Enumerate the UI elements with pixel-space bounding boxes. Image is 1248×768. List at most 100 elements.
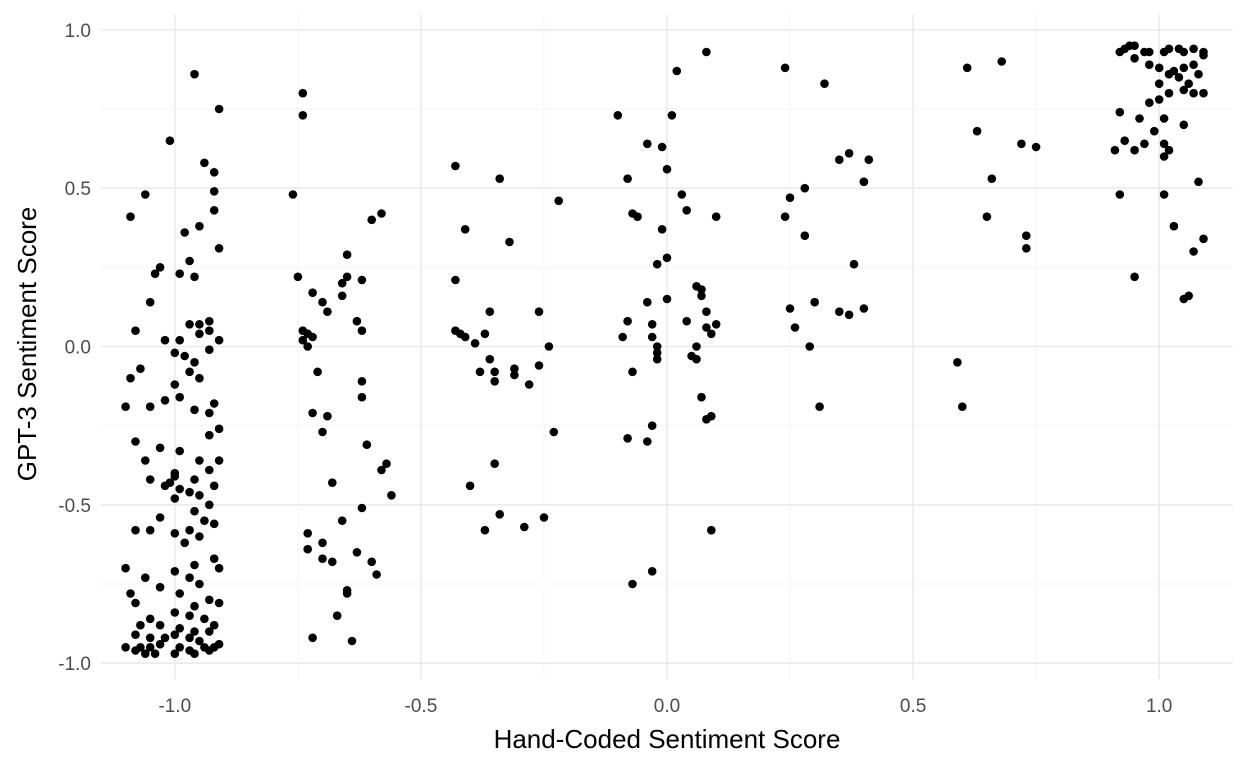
data-point — [209, 187, 219, 196]
data-point — [628, 367, 637, 377]
data-point — [155, 620, 165, 630]
data-point — [170, 567, 180, 576]
data-point — [1194, 177, 1203, 187]
data-point — [170, 630, 180, 639]
data-point — [293, 272, 303, 282]
data-point — [864, 155, 874, 164]
data-point — [209, 168, 219, 177]
data-point — [859, 177, 869, 187]
data-point — [657, 225, 667, 234]
data-point — [288, 190, 298, 199]
data-point — [1189, 60, 1198, 69]
data-point — [131, 326, 140, 336]
data-point — [205, 316, 214, 326]
data-point — [618, 332, 627, 342]
data-point — [790, 323, 800, 332]
data-point — [1199, 50, 1208, 60]
data-point — [136, 364, 145, 374]
data-point — [145, 633, 155, 643]
data-point — [131, 437, 140, 446]
data-point — [185, 633, 194, 643]
data-point — [667, 111, 677, 120]
data-point — [337, 278, 347, 288]
y-tick-label: -1.0 — [58, 654, 91, 675]
data-point — [155, 639, 165, 649]
data-point — [303, 529, 313, 538]
data-point — [170, 472, 180, 481]
data-point — [308, 633, 317, 643]
y-tick-label: -0.5 — [58, 496, 91, 517]
data-point — [141, 190, 150, 199]
data-point — [195, 532, 204, 541]
data-point — [702, 323, 711, 332]
data-point — [692, 342, 701, 351]
data-point — [195, 579, 204, 589]
data-point — [347, 636, 357, 646]
data-point — [185, 256, 194, 266]
data-point — [534, 307, 544, 317]
data-point — [145, 402, 155, 412]
data-point — [647, 421, 657, 431]
data-point — [377, 465, 386, 475]
data-point — [337, 291, 347, 301]
data-point — [214, 244, 224, 253]
data-point — [190, 405, 199, 415]
data-point — [623, 174, 632, 183]
data-point — [470, 339, 480, 348]
data-point — [490, 459, 500, 469]
data-point — [1164, 88, 1174, 98]
data-point — [490, 377, 500, 386]
data-point — [697, 291, 706, 301]
data-point — [126, 212, 135, 221]
data-point — [342, 586, 352, 595]
data-point — [859, 304, 869, 313]
data-point — [175, 589, 184, 598]
data-point — [1164, 44, 1174, 54]
data-point — [160, 633, 170, 643]
data-point — [800, 183, 810, 193]
data-point — [682, 206, 691, 215]
data-point — [318, 427, 327, 437]
data-point — [195, 456, 204, 465]
data-point — [357, 503, 367, 513]
data-point — [190, 475, 199, 484]
data-point — [711, 320, 721, 329]
data-point — [337, 516, 347, 525]
data-point — [342, 250, 352, 259]
data-point — [451, 161, 460, 171]
data-point — [844, 310, 854, 320]
data-point — [652, 354, 662, 364]
data-point — [145, 614, 155, 624]
data-point — [155, 263, 165, 272]
data-point — [170, 608, 180, 617]
data-point — [175, 484, 184, 494]
data-point — [155, 513, 165, 522]
data-point — [1184, 291, 1193, 301]
data-point — [131, 525, 140, 535]
data-point — [460, 332, 470, 342]
data-point — [150, 269, 160, 279]
data-point — [298, 88, 308, 98]
data-point — [214, 104, 224, 114]
data-point — [465, 481, 475, 491]
data-point — [844, 149, 854, 158]
data-point — [1194, 69, 1203, 79]
data-point — [175, 446, 184, 456]
data-point — [554, 196, 563, 206]
y-tick-label: 0.5 — [65, 179, 91, 200]
data-point — [190, 506, 199, 516]
data-point — [1110, 145, 1120, 155]
data-point — [195, 636, 204, 646]
data-point — [1164, 69, 1174, 79]
data-point — [1164, 145, 1174, 155]
data-point — [165, 136, 175, 145]
y-tick-label: 1.0 — [65, 21, 91, 42]
data-point — [510, 370, 519, 380]
data-point — [628, 579, 637, 589]
data-point — [1145, 98, 1154, 107]
y-axis-tick-labels: -1.0 -0.5 0.0 0.5 1.0 — [58, 21, 91, 675]
data-point — [323, 307, 332, 317]
data-point — [1130, 41, 1139, 50]
data-point — [209, 519, 219, 529]
data-point — [209, 620, 219, 630]
